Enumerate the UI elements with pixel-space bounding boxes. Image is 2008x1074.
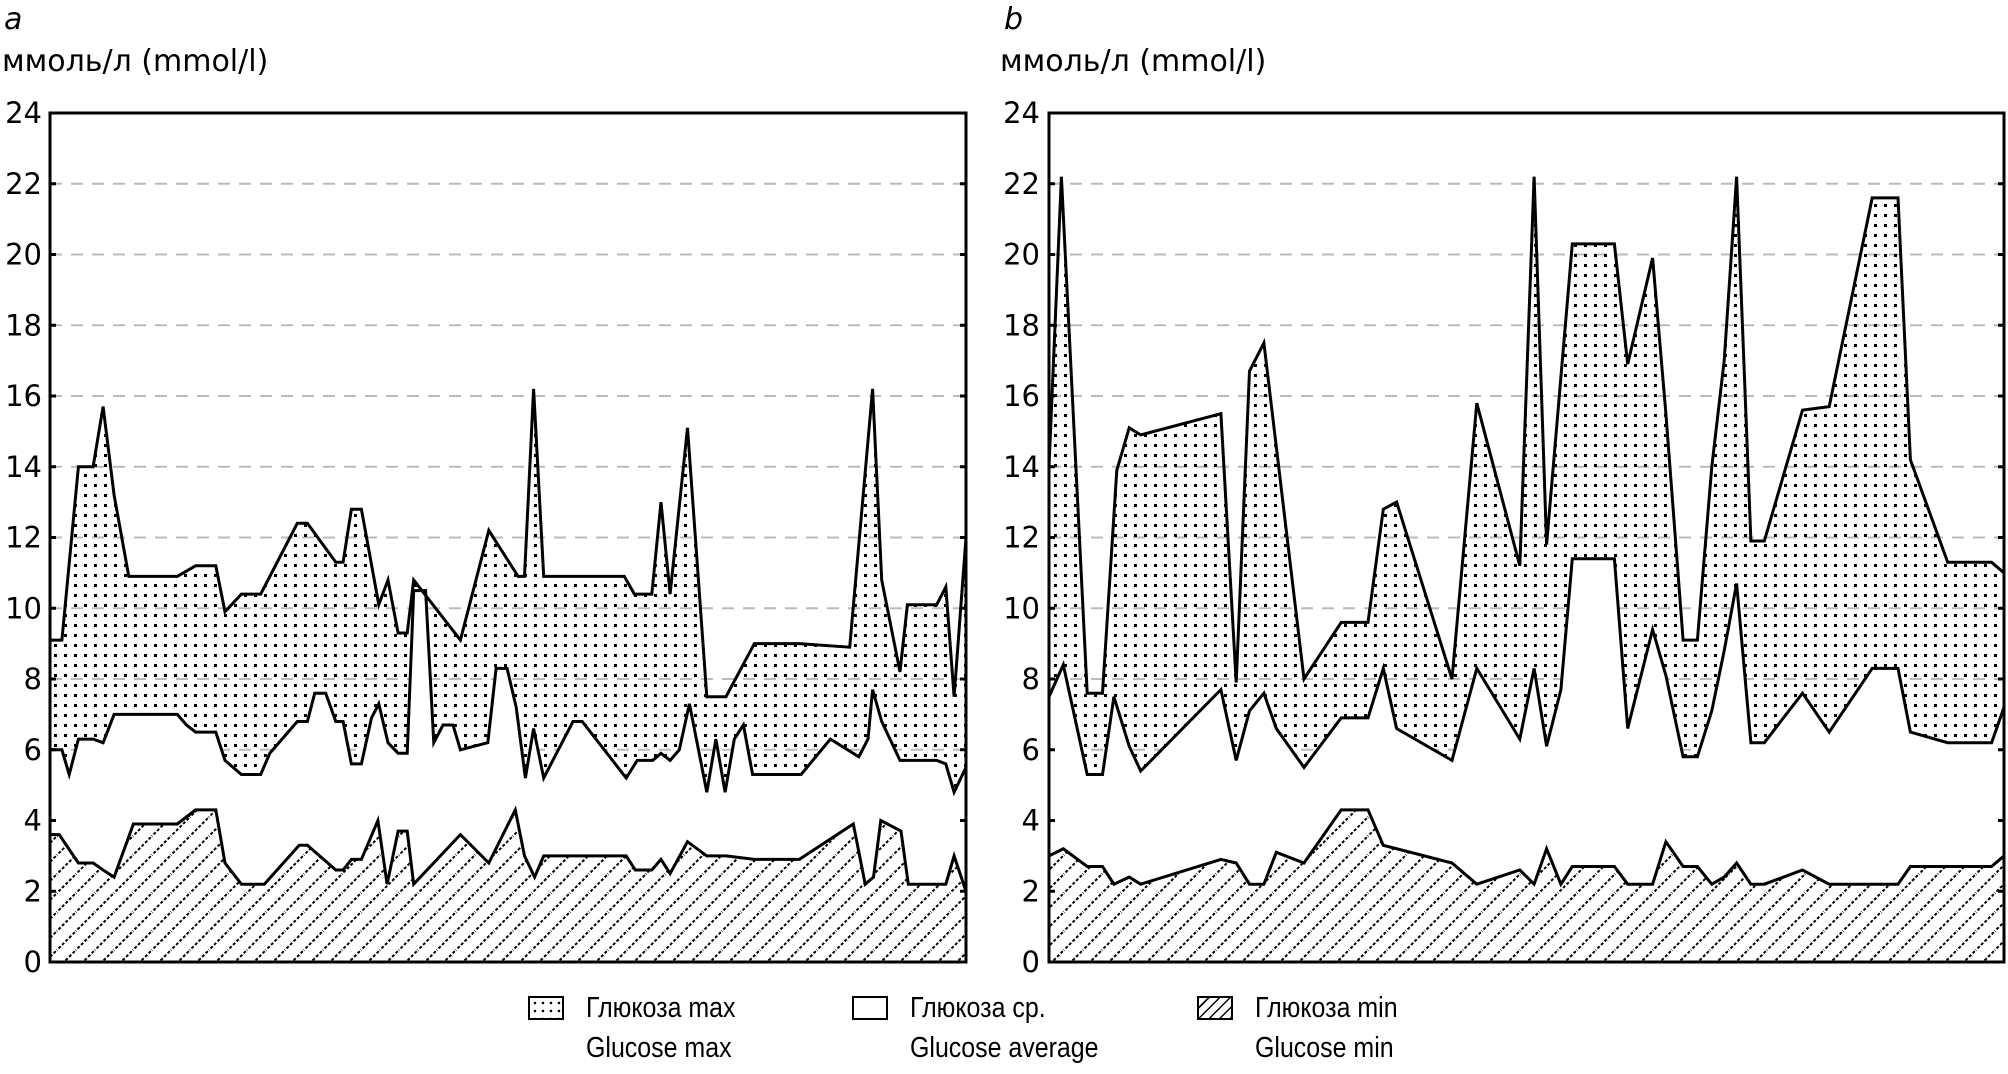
legend-label-ru: Глюкоза max (586, 992, 736, 1024)
y-tick-label: 14 (1003, 450, 1040, 484)
y-tick-label: 24 (1003, 96, 1040, 130)
y-tick-label: 4 (24, 804, 42, 838)
line-glucose-max (1047, 176, 2005, 695)
y-tick-label: 2 (24, 874, 42, 908)
line-glucose-average (50, 589, 968, 797)
area-glucose-min (50, 809, 966, 962)
legend-swatch-empty (852, 996, 888, 1020)
y-tick-label: 6 (24, 733, 42, 767)
y-tick-label: 18 (5, 308, 42, 342)
legend-label-en: Glucose average (910, 1032, 1099, 1064)
y-tick-label: 2 (1022, 874, 1040, 908)
y-tick-label: 8 (24, 662, 42, 696)
panel-b-letter: b (1004, 2, 1024, 37)
legend-label-ru: Глюкоза min (1255, 992, 1398, 1024)
legend-label-en: Glucose min (1255, 1032, 1394, 1064)
line-glucose-max (50, 388, 968, 699)
legend: Глюкоза max Glucose max Глюкоза ср. Gluc… (0, 990, 2008, 1074)
y-tick-label: 0 (24, 945, 42, 979)
panel-a-letter: a (4, 2, 23, 37)
legend-swatch-hatch (1197, 996, 1233, 1020)
y-tick-label: 16 (1003, 379, 1040, 413)
y-tick-label: 10 (1003, 591, 1040, 625)
line-glucose-min (1048, 808, 2005, 888)
y-tick-label: 14 (5, 450, 42, 484)
y-tick-label: 12 (5, 521, 42, 555)
y-tick-label: 8 (1022, 662, 1040, 696)
legend-swatch-dots (528, 996, 564, 1020)
legend-label-en: Glucose max (586, 1032, 732, 1064)
y-tick-label: 10 (5, 591, 42, 625)
y-tick-label: 0 (1022, 945, 1040, 979)
y-tick-label: 20 (5, 238, 42, 272)
line-glucose-min (50, 805, 968, 892)
y-tick-label: 24 (5, 96, 42, 130)
y-tick-label: 16 (5, 379, 42, 413)
panel-b-y-unit-label: ммоль/л (mmol/l) (1000, 44, 1267, 79)
y-tick-label: 6 (1022, 733, 1040, 767)
line-glucose-average (1047, 557, 2006, 776)
y-tick-label: 4 (1022, 804, 1040, 838)
panel-a-y-unit-label: ммоль/л (mmol/l) (2, 44, 269, 79)
y-tick-label: 22 (5, 167, 42, 201)
y-tick-label: 12 (1003, 521, 1040, 555)
legend-label-ru: Глюкоза ср. (910, 992, 1046, 1024)
y-tick-label: 20 (1003, 238, 1040, 272)
y-tick-label: 18 (1003, 308, 1040, 342)
area-glucose-min (1049, 809, 2004, 962)
y-tick-label: 22 (1003, 167, 1040, 201)
